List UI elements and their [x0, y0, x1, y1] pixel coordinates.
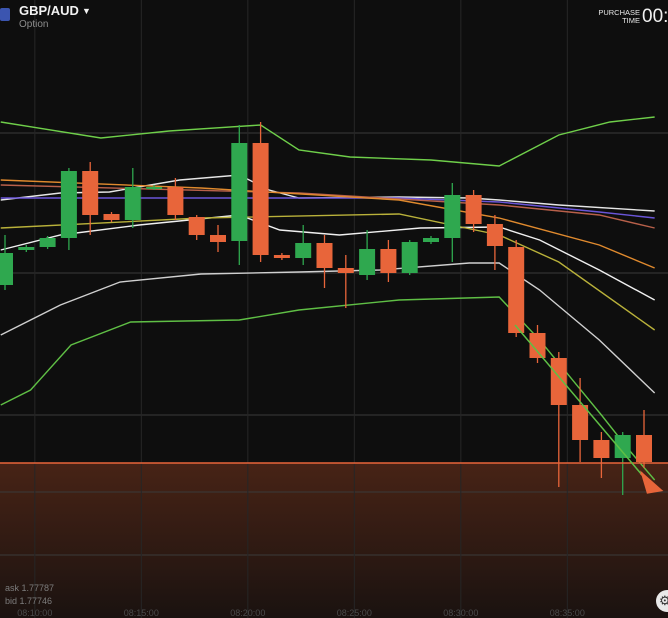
candle-body: [423, 238, 439, 242]
candle: [39, 236, 56, 249]
asset-selector[interactable]: GBP/AUD ▼: [19, 3, 91, 18]
price-zone: [0, 463, 668, 618]
candle-body: [359, 249, 376, 275]
candle-body: [231, 143, 248, 241]
candle: [444, 183, 461, 262]
indicator-line: [0, 184, 655, 229]
candle-body: [18, 247, 35, 250]
time-label: 08:35:00: [549, 608, 585, 618]
candle-body: [103, 214, 120, 220]
candle-body: [401, 242, 418, 273]
indicator-line: [0, 296, 656, 481]
candle-body: [60, 171, 77, 238]
candle-body: [337, 268, 354, 273]
ask-price: ask 1.77787: [5, 583, 55, 593]
candle-body: [550, 358, 567, 405]
indicator-line: [0, 174, 655, 212]
caret-down-icon: ▼: [81, 6, 91, 16]
time-label: 08:20:00: [230, 608, 266, 618]
candle: [423, 236, 439, 244]
candle-body: [636, 435, 652, 462]
indicator-line: [0, 262, 656, 394]
candle-body: [273, 255, 290, 258]
candle: [401, 240, 418, 275]
candle: [316, 235, 333, 288]
gear-icon[interactable]: ⚙: [656, 590, 668, 612]
candle-body: [614, 435, 631, 458]
time-label: 08:25:00: [336, 608, 372, 618]
candle: [60, 168, 77, 250]
candle: [0, 235, 13, 290]
time-label: 08:10:00: [17, 608, 53, 618]
candle-body: [188, 217, 205, 235]
candle: [465, 190, 482, 232]
candle-body: [210, 235, 226, 242]
candle: [231, 125, 248, 265]
candle: [593, 432, 610, 478]
candle-body: [39, 238, 56, 247]
candle: [82, 162, 99, 235]
candle: [188, 215, 205, 240]
candle-body: [295, 243, 312, 258]
candle: [295, 225, 312, 265]
candle-body: [529, 333, 546, 358]
candle: [18, 245, 35, 252]
candle: [124, 168, 141, 228]
candle-body: [380, 249, 397, 273]
candle: [636, 410, 652, 468]
bid-price: bid 1.77746: [5, 596, 53, 606]
asset-name: GBP/AUD: [19, 3, 79, 18]
time-label: 08:15:00: [123, 608, 159, 618]
candle: [380, 240, 397, 282]
candle: [359, 230, 376, 280]
time-label: 08:30:00: [443, 608, 479, 618]
candle-body: [167, 187, 184, 215]
candle-body: [572, 405, 589, 440]
candle-body: [124, 187, 141, 220]
asset-type: Option: [19, 19, 49, 30]
purchase-time-label: PURCHASE TIME: [598, 9, 640, 25]
candle: [486, 215, 503, 270]
gb-au-flag-icon: [0, 8, 10, 21]
candle-body: [486, 224, 503, 246]
arrow-down-right-icon: [639, 470, 664, 494]
candle: [273, 253, 290, 260]
candle-body: [0, 253, 13, 285]
purchase-time-value: 00:: [642, 6, 668, 27]
candle-body: [444, 195, 461, 238]
candle: [146, 185, 163, 190]
candle-body: [593, 440, 610, 458]
candle-body: [252, 143, 269, 255]
candle: [167, 178, 184, 220]
candle: [252, 122, 269, 262]
candle-body: [508, 247, 525, 333]
purchase-label: PURCHASE: [598, 8, 640, 17]
candle: [550, 352, 567, 487]
candle: [529, 325, 546, 363]
candle: [508, 240, 525, 337]
candle: [210, 225, 226, 252]
candle-body: [146, 187, 163, 189]
candle: [103, 212, 120, 222]
time-label: TIME: [622, 16, 640, 25]
indicator-line: [0, 116, 655, 167]
candle: [572, 378, 589, 462]
candle-body: [316, 243, 333, 268]
candle-body: [82, 171, 99, 215]
trend-line: [514, 324, 649, 483]
indicator-line: [0, 214, 655, 301]
header: GBP/AUD ▼ Option PURCHASE TIME 00:: [0, 0, 668, 34]
candle-body: [465, 195, 482, 224]
indicator-line: [0, 213, 656, 331]
candle: [337, 255, 354, 308]
